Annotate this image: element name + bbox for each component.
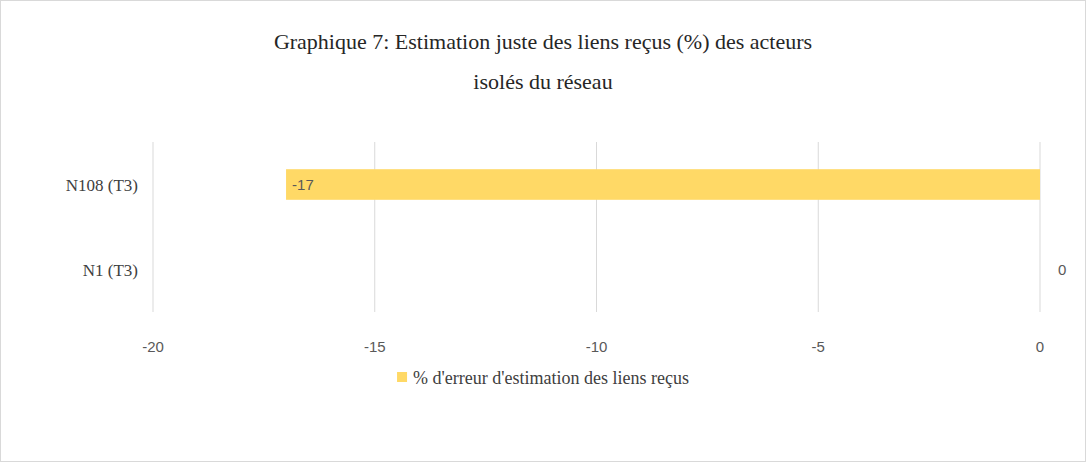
title-box: Graphique 7: Estimation juste des liens … xyxy=(0,22,1086,102)
data-label: -17 xyxy=(292,176,314,193)
category-label: N1 (T3) xyxy=(83,261,138,280)
tick-label: -10 xyxy=(586,338,608,355)
bar xyxy=(1040,254,1041,285)
title: Graphique 7: Estimation juste des liens … xyxy=(253,22,833,102)
grid-line xyxy=(818,142,819,312)
tick-label: -5 xyxy=(812,338,825,355)
tick-label: 0 xyxy=(1036,338,1044,355)
bars xyxy=(286,169,1040,200)
data-label: 0 xyxy=(1058,261,1066,278)
legend: % d'erreur d'estimation des liens reçus xyxy=(397,368,689,388)
legend-swatch xyxy=(397,372,407,382)
grid-line xyxy=(1040,142,1041,312)
grid-line xyxy=(153,142,154,312)
grid-line xyxy=(374,142,375,312)
grid-line xyxy=(596,142,597,312)
tick-label: -20 xyxy=(142,338,164,355)
chart: -20 -15 -10 -5 0 N1 (T3) N108 (T3) 0 -17 % d'erre… xyxy=(0,0,1086,462)
bar xyxy=(286,169,1040,200)
category-label: N108 (T3) xyxy=(66,176,138,195)
legend-label: % d'erreur d'estimation des liens reçus xyxy=(413,368,689,388)
tick-label: -15 xyxy=(364,338,386,355)
